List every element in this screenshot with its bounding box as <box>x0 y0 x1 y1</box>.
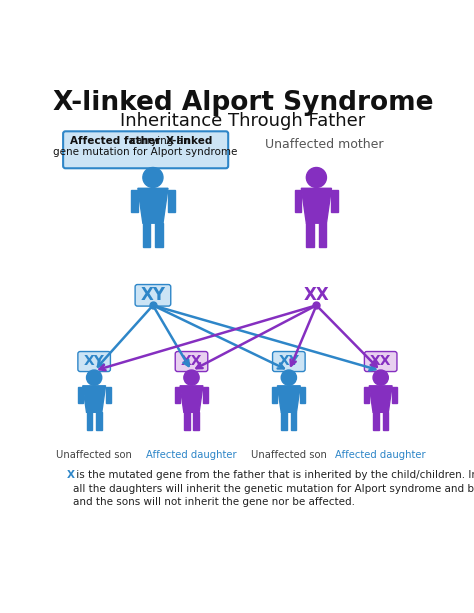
Text: Affected daughter: Affected daughter <box>336 451 426 460</box>
FancyBboxPatch shape <box>175 351 208 371</box>
Polygon shape <box>319 223 327 246</box>
Polygon shape <box>106 387 110 403</box>
Polygon shape <box>277 386 301 413</box>
Polygon shape <box>273 387 277 403</box>
Polygon shape <box>175 387 180 403</box>
Polygon shape <box>373 413 379 430</box>
Circle shape <box>87 370 102 385</box>
Polygon shape <box>301 387 305 403</box>
Text: Unaffected son: Unaffected son <box>251 451 327 460</box>
Polygon shape <box>331 190 338 211</box>
Text: Inheritance Through Father: Inheritance Through Father <box>120 112 365 130</box>
Text: gene mutation for Alport syndrome: gene mutation for Alport syndrome <box>54 147 238 157</box>
Polygon shape <box>143 223 150 246</box>
Text: Unaffected mother: Unaffected mother <box>265 138 383 151</box>
Text: XX: XX <box>303 286 329 303</box>
Polygon shape <box>383 413 388 430</box>
Text: XX: XX <box>370 354 392 368</box>
FancyBboxPatch shape <box>273 351 305 371</box>
Polygon shape <box>306 223 314 246</box>
FancyBboxPatch shape <box>63 131 228 169</box>
Circle shape <box>143 167 163 188</box>
Polygon shape <box>203 387 208 403</box>
Polygon shape <box>392 387 397 403</box>
Polygon shape <box>193 413 199 430</box>
Polygon shape <box>295 190 301 211</box>
Polygon shape <box>364 387 369 403</box>
Polygon shape <box>281 413 287 430</box>
Polygon shape <box>369 386 392 413</box>
FancyBboxPatch shape <box>135 284 171 306</box>
Polygon shape <box>180 386 203 413</box>
FancyBboxPatch shape <box>365 351 397 371</box>
Polygon shape <box>168 190 175 211</box>
FancyBboxPatch shape <box>78 351 110 371</box>
Polygon shape <box>155 223 163 246</box>
Polygon shape <box>131 190 138 211</box>
Text: X: X <box>67 470 75 480</box>
Text: XY: XY <box>84 354 105 368</box>
Text: Unaffected son: Unaffected son <box>56 451 132 460</box>
Polygon shape <box>138 188 168 223</box>
Circle shape <box>373 370 388 385</box>
Text: carrying an: carrying an <box>128 135 193 145</box>
Circle shape <box>306 167 327 188</box>
Polygon shape <box>87 413 92 430</box>
Polygon shape <box>291 413 296 430</box>
Polygon shape <box>301 188 331 223</box>
Polygon shape <box>78 387 82 403</box>
Text: XY: XY <box>140 286 165 303</box>
Text: Affected daughter: Affected daughter <box>146 451 237 460</box>
Polygon shape <box>184 413 190 430</box>
Text: X-linked: X-linked <box>166 135 214 145</box>
Text: XY: XY <box>278 354 299 368</box>
Text: X-linked Alport Syndrome: X-linked Alport Syndrome <box>53 91 433 116</box>
Circle shape <box>281 370 296 385</box>
Polygon shape <box>96 413 102 430</box>
Text: is the mutated gene from the father that is inherited by the child/children. In : is the mutated gene from the father that… <box>73 470 474 508</box>
Circle shape <box>184 370 199 385</box>
Polygon shape <box>82 386 106 413</box>
Text: Affected father: Affected father <box>70 135 160 145</box>
Text: XX: XX <box>181 354 202 368</box>
